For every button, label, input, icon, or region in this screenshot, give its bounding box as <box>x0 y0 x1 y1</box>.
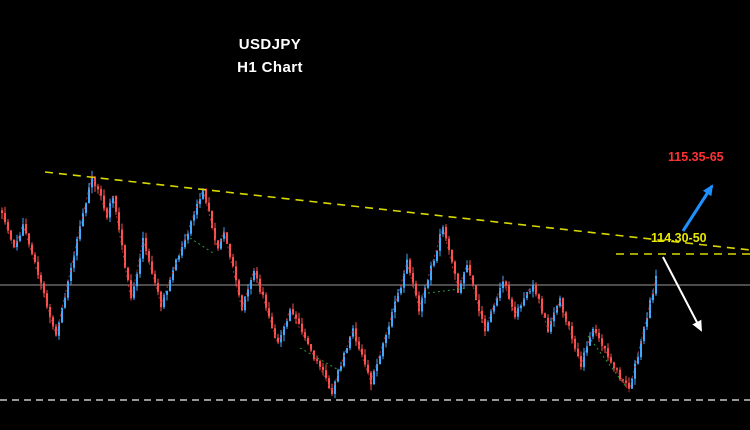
bullish-scenario-arrow <box>681 184 714 232</box>
level-label: 114.30-50 <box>651 231 707 245</box>
zigzag-green-segment <box>427 287 469 294</box>
zigzag-green-segment <box>587 335 628 389</box>
chart-symbol: USDJPY <box>238 36 302 53</box>
zigzag-green-segment <box>299 347 343 373</box>
candles-layer <box>1 170 657 399</box>
chart-timeframe: H1 Chart <box>237 58 303 76</box>
zigzag-green-segment <box>189 237 214 254</box>
target-label: 115.35-65 <box>668 150 724 164</box>
chart-title: USDJPY H1 Chart <box>224 34 316 79</box>
bearish-scenario-arrow <box>662 256 702 332</box>
zigzag-red <box>1 173 657 393</box>
descending-trendline <box>44 171 750 251</box>
